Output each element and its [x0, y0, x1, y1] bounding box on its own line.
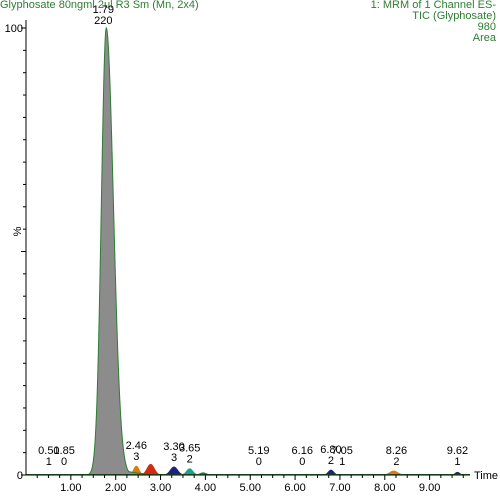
- peak-rt-label: 3.30: [163, 441, 184, 453]
- minor-peak: [162, 466, 186, 476]
- x-tick-label: 7.00: [329, 482, 350, 494]
- peak-area-label: 3: [133, 451, 139, 463]
- peak-area-label: 0: [256, 456, 262, 468]
- y-tick-label: 0: [17, 470, 23, 482]
- trace-info: 1: MRM of 1 Channel ES- TIC (Glyphosate)…: [371, 0, 496, 44]
- trace-info-line: TIC (Glyphosate): [412, 10, 496, 22]
- peak-rt-label: 5.19: [248, 445, 269, 457]
- peak-area-label: 1: [46, 456, 52, 468]
- peak-rt-label: 6.16: [292, 445, 313, 457]
- y-axis-label: %: [12, 226, 24, 236]
- peak-area-label: 1: [339, 456, 345, 468]
- peak-area-label: 3: [171, 452, 177, 464]
- peak-area-label: 2: [187, 454, 193, 466]
- peak-rt-label: 0.51: [38, 445, 59, 457]
- x-tick-label: 4.00: [195, 482, 216, 494]
- peak-rt-label: 7.05: [331, 445, 352, 457]
- x-tick-label: 3.00: [150, 482, 171, 494]
- peak-rt-label: 0.85: [53, 445, 74, 457]
- peak-area-label: 0: [61, 456, 67, 468]
- labels-layer: 1.792200.5110.8502.4633.3033.6525.1906.1…: [38, 4, 468, 468]
- peak-rt-label: 8.26: [386, 445, 407, 457]
- peak-area-label: 2: [393, 456, 399, 468]
- x-tick-label: 1.00: [60, 482, 81, 494]
- y-tick-label: 100: [5, 23, 23, 35]
- trace-info-line: 1: MRM of 1 Channel ES-: [370, 0, 496, 11]
- axes-layer: 1.00 2.00 3.00 4.00 5.00 6.00 7.00 8.00 9.00 Time…: [5, 20, 498, 494]
- chromatogram-title: Glyphosate 80ngml 2ul R3 Sm (Mn, 2x4): [0, 0, 199, 11]
- peak-area-label: 1: [454, 456, 460, 468]
- peak-area-label: 220: [94, 15, 112, 27]
- x-tick-label: 5.00: [240, 482, 261, 494]
- peaks-layer: [26, 26, 470, 476]
- peak-rt-label: 6.80: [320, 444, 341, 456]
- peak-rt-label: 9.62: [447, 445, 468, 457]
- x-tick-label: 6.00: [284, 482, 305, 494]
- peak-rt-label: 2.46: [126, 440, 147, 452]
- x-tick-label: 9.00: [419, 482, 440, 494]
- peak-area-label: 2: [328, 455, 334, 467]
- peak-rt-label: 1.79: [93, 4, 114, 16]
- main-peak: [85, 26, 148, 476]
- peak-area-label: 0: [299, 456, 305, 468]
- trace-info-line: Area: [472, 32, 496, 44]
- x-tick-label: 2.00: [105, 482, 126, 494]
- x-tick-label: 8.00: [374, 482, 395, 494]
- trace-info-line: 980: [477, 21, 496, 33]
- peak-rt-label: 3.65: [179, 443, 200, 455]
- x-axis-label: Time: [474, 470, 498, 482]
